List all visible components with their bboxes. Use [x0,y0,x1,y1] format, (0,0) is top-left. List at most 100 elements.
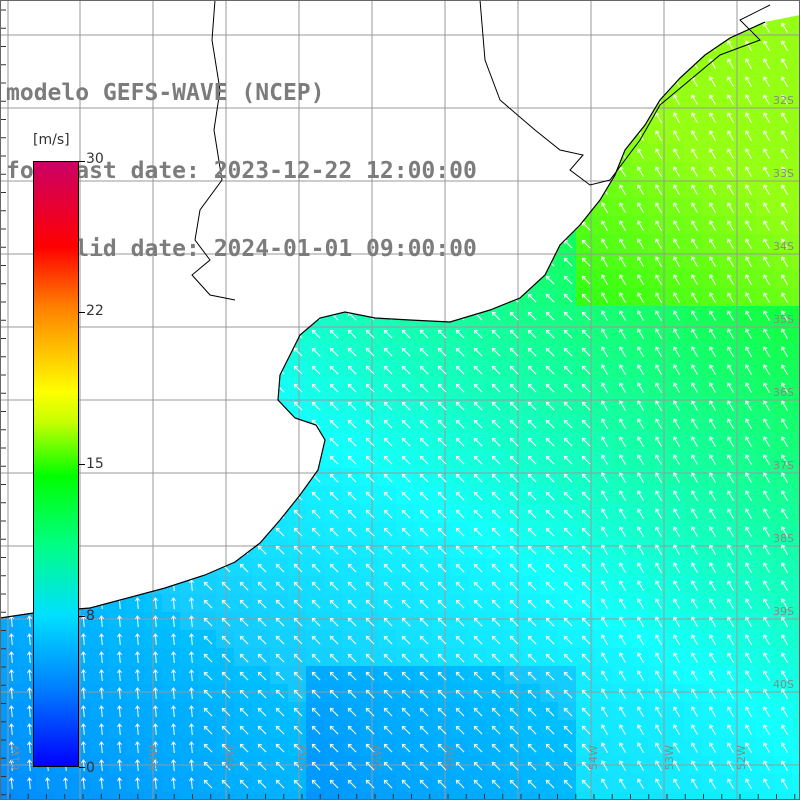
speed-cell [180,15,198,18]
speed-cell [702,540,720,558]
wind-arrow [763,220,770,231]
speed-cell [0,648,18,666]
speed-cell [648,126,666,144]
speed-cell [522,18,540,36]
speed-cell [486,216,504,234]
wind-arrow [655,40,662,51]
wind-arrow [149,455,159,465]
speed-cell [162,720,180,738]
speed-cell [792,450,800,468]
speed-cell [792,198,800,216]
speed-cell [288,792,306,800]
wind-arrow [491,257,501,267]
speed-cell [630,288,648,306]
speed-cell [234,15,252,18]
speed-cell [648,324,666,342]
speed-cell [684,378,702,396]
wind-arrow [203,563,213,573]
wind-arrow [781,94,788,105]
wind-arrow [95,473,105,483]
wind-arrow [602,5,608,15]
speed-cell [648,504,666,522]
speed-cell [522,198,540,216]
speed-cell [738,702,756,720]
wind-arrow [763,76,770,87]
speed-cell [648,360,666,378]
wind-arrow [23,437,33,447]
wind-arrow [563,203,573,213]
speed-cell [162,414,180,432]
speed-cell [594,702,612,720]
wind-arrow [763,130,770,141]
colorbar-tickmark [79,161,85,162]
wind-arrow [491,23,501,33]
speed-cell [666,216,684,234]
speed-cell [0,720,18,738]
speed-cell [684,486,702,504]
speed-cell [684,630,702,648]
speed-cell [126,414,144,432]
wind-arrow [113,455,123,465]
wind-arrow [149,365,159,375]
speed-cell [738,522,756,540]
speed-cell [756,396,774,414]
wind-arrow [673,184,680,195]
speed-cell [738,306,756,324]
speed-cell [648,378,666,396]
wind-arrow [23,383,33,393]
speed-cell [450,15,468,18]
speed-cell [90,774,108,792]
speed-cell [774,720,792,738]
speed-cell [648,774,666,792]
speed-cell [720,792,738,800]
speed-cell [648,720,666,738]
speed-cell [36,792,54,800]
speed-cell [720,54,738,72]
speed-cell [720,540,738,558]
wind-arrow [619,202,626,213]
wind-arrow [691,166,698,177]
speed-cell [522,180,540,198]
speed-cell [702,504,720,522]
wind-arrow [745,220,752,231]
speed-cell [738,720,756,738]
wind-arrow [168,6,176,14]
wind-arrow [95,491,105,501]
speed-cell [612,504,630,522]
speed-cell [432,792,450,800]
speed-cell [702,288,720,306]
wind-arrow [563,185,573,195]
speed-cell [522,72,540,90]
speed-cell [0,684,18,702]
wind-arrow [257,491,267,501]
speed-cell [666,684,684,702]
speed-cell [756,378,774,396]
wind-arrow [117,579,122,592]
wind-arrow [113,365,123,375]
speed-cell [198,504,216,522]
wind-arrow [185,563,195,573]
wind-arrow [655,148,662,159]
speed-cell [18,15,36,18]
wind-arrow [23,563,33,573]
speed-cell [0,486,18,504]
wind-arrow [491,239,501,249]
wind-arrow [509,149,519,159]
speed-cell [594,576,612,594]
wind-arrow [132,6,140,14]
speed-cell [792,648,800,666]
wind-arrow [491,275,501,285]
speed-cell [738,414,756,432]
wind-arrow [491,203,501,213]
speed-cell [216,522,234,540]
wind-arrow [491,59,501,69]
speed-cell [288,15,306,18]
wind-arrow [527,239,537,249]
speed-cell [666,576,684,594]
wind-arrow [114,6,122,14]
speed-cell [792,738,800,756]
wind-arrow [203,473,213,483]
speed-cell [522,270,540,288]
speed-cell [756,90,774,108]
speed-cell [666,54,684,72]
